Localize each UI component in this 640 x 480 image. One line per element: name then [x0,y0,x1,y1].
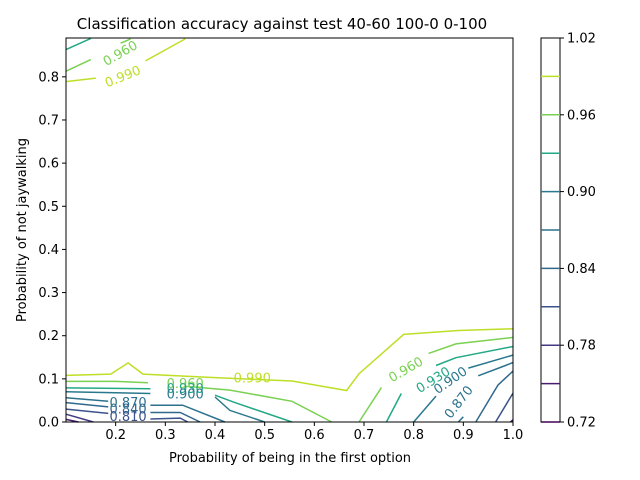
contour-line-0.87-0 [65,397,109,403]
y-tick-label: 0.0 [38,416,59,431]
y-tick-label: 0.3 [38,286,59,301]
contour-line-0.81-1 [150,417,189,423]
contour-line-0.96-3 [428,336,514,355]
contour-line-0.87-2 [457,416,464,423]
contour-label: 0.930 [167,382,204,397]
contour-line-0.99-1 [65,77,96,83]
contour-line-0.93-2 [385,393,402,423]
contour-line-0.84-0 [65,401,109,408]
contour-line-0.96-4 [65,58,92,72]
contour-label: 0.900 [167,387,204,402]
x-tick-label: 0.3 [155,428,176,443]
y-axis-label: Probability of not jaywalking [15,138,30,322]
x-tick-label: 0.7 [354,428,375,443]
y-axis: 0.0 0.1 0.2 0.3 0.4 0.5 0.6 0.7 0.8 [38,70,66,431]
contour-line-0.81-0 [65,408,109,415]
contour-label: 0.990 [234,371,271,386]
y-tick-label: 0.5 [38,200,59,215]
contour-label: 0.810 [109,410,146,425]
contour-line-0.99-2 [145,38,186,62]
colorbar-tick-label: 0.84 [567,262,596,277]
contour-line-0.90-2 [413,395,437,423]
chart-title: Classification accuracy against test 40-… [77,15,487,33]
contour-line-0.78-0 [65,413,94,423]
contour-line-0.90-0 [65,391,151,395]
x-tick-label: 0.6 [304,428,325,443]
contour-label: 0.960 [167,377,204,392]
colorbar-tick-label: 0.78 [567,339,596,354]
x-tick-label: 0.5 [254,428,275,443]
y-tick-label: 0.7 [38,113,59,128]
contour-line-0.81-2 [494,392,514,423]
contour-line-0.96-2 [358,387,383,423]
contour-line-0.87-3 [477,361,514,377]
x-axis: 0.2 0.3 0.4 0.5 0.6 0.7 0.8 0.9 1.0 [105,422,523,443]
x-tick-label: 0.9 [453,428,474,443]
contour-line-0.93-3 [435,345,514,367]
contour-label: 0.840 [109,402,146,417]
contour-line-0.93-4 [65,37,92,51]
contour-line-0.96-0 [66,380,148,384]
x-tick-label: 0.8 [403,428,424,443]
contour-line-0.93-0 [65,387,151,390]
colorbar: 1.02 0.96 0.90 0.84 0.78 0.72 [540,32,596,431]
contour-line-0.93-1 [214,394,293,423]
x-tick-label: 0.2 [105,428,126,443]
contour-line-0.96-5 [120,38,131,44]
y-tick-label: 0.8 [38,70,59,85]
contour-line-0.99-0 [65,328,514,392]
colorbar-tick-label: 1.02 [567,32,596,47]
x-tick-label: 1.0 [503,428,524,443]
contour-line-0.84-1 [150,411,201,423]
plot-area [65,37,514,423]
contour-line-0.96-1 [185,385,333,423]
colorbar-tick-label: 0.72 [567,416,596,431]
y-tick-label: 0.4 [38,243,59,258]
y-tick-label: 0.2 [38,329,59,344]
contour-label: 0.870 [109,396,146,411]
x-tick-label: 0.4 [205,428,226,443]
y-tick-label: 0.6 [38,157,59,172]
contour-line-0.87-1 [150,404,226,423]
x-axis-label: Probability of being in the first option [169,451,411,466]
colorbar-tick-label: 0.96 [567,108,596,123]
contour-line-0.90-1 [214,396,265,423]
colorbar-tick-label: 0.90 [567,185,596,200]
contour-lines [65,37,514,423]
contour-line-0.84-2 [475,370,514,423]
contour-line-0.90-3 [468,354,514,369]
y-tick-label: 0.1 [38,372,59,387]
